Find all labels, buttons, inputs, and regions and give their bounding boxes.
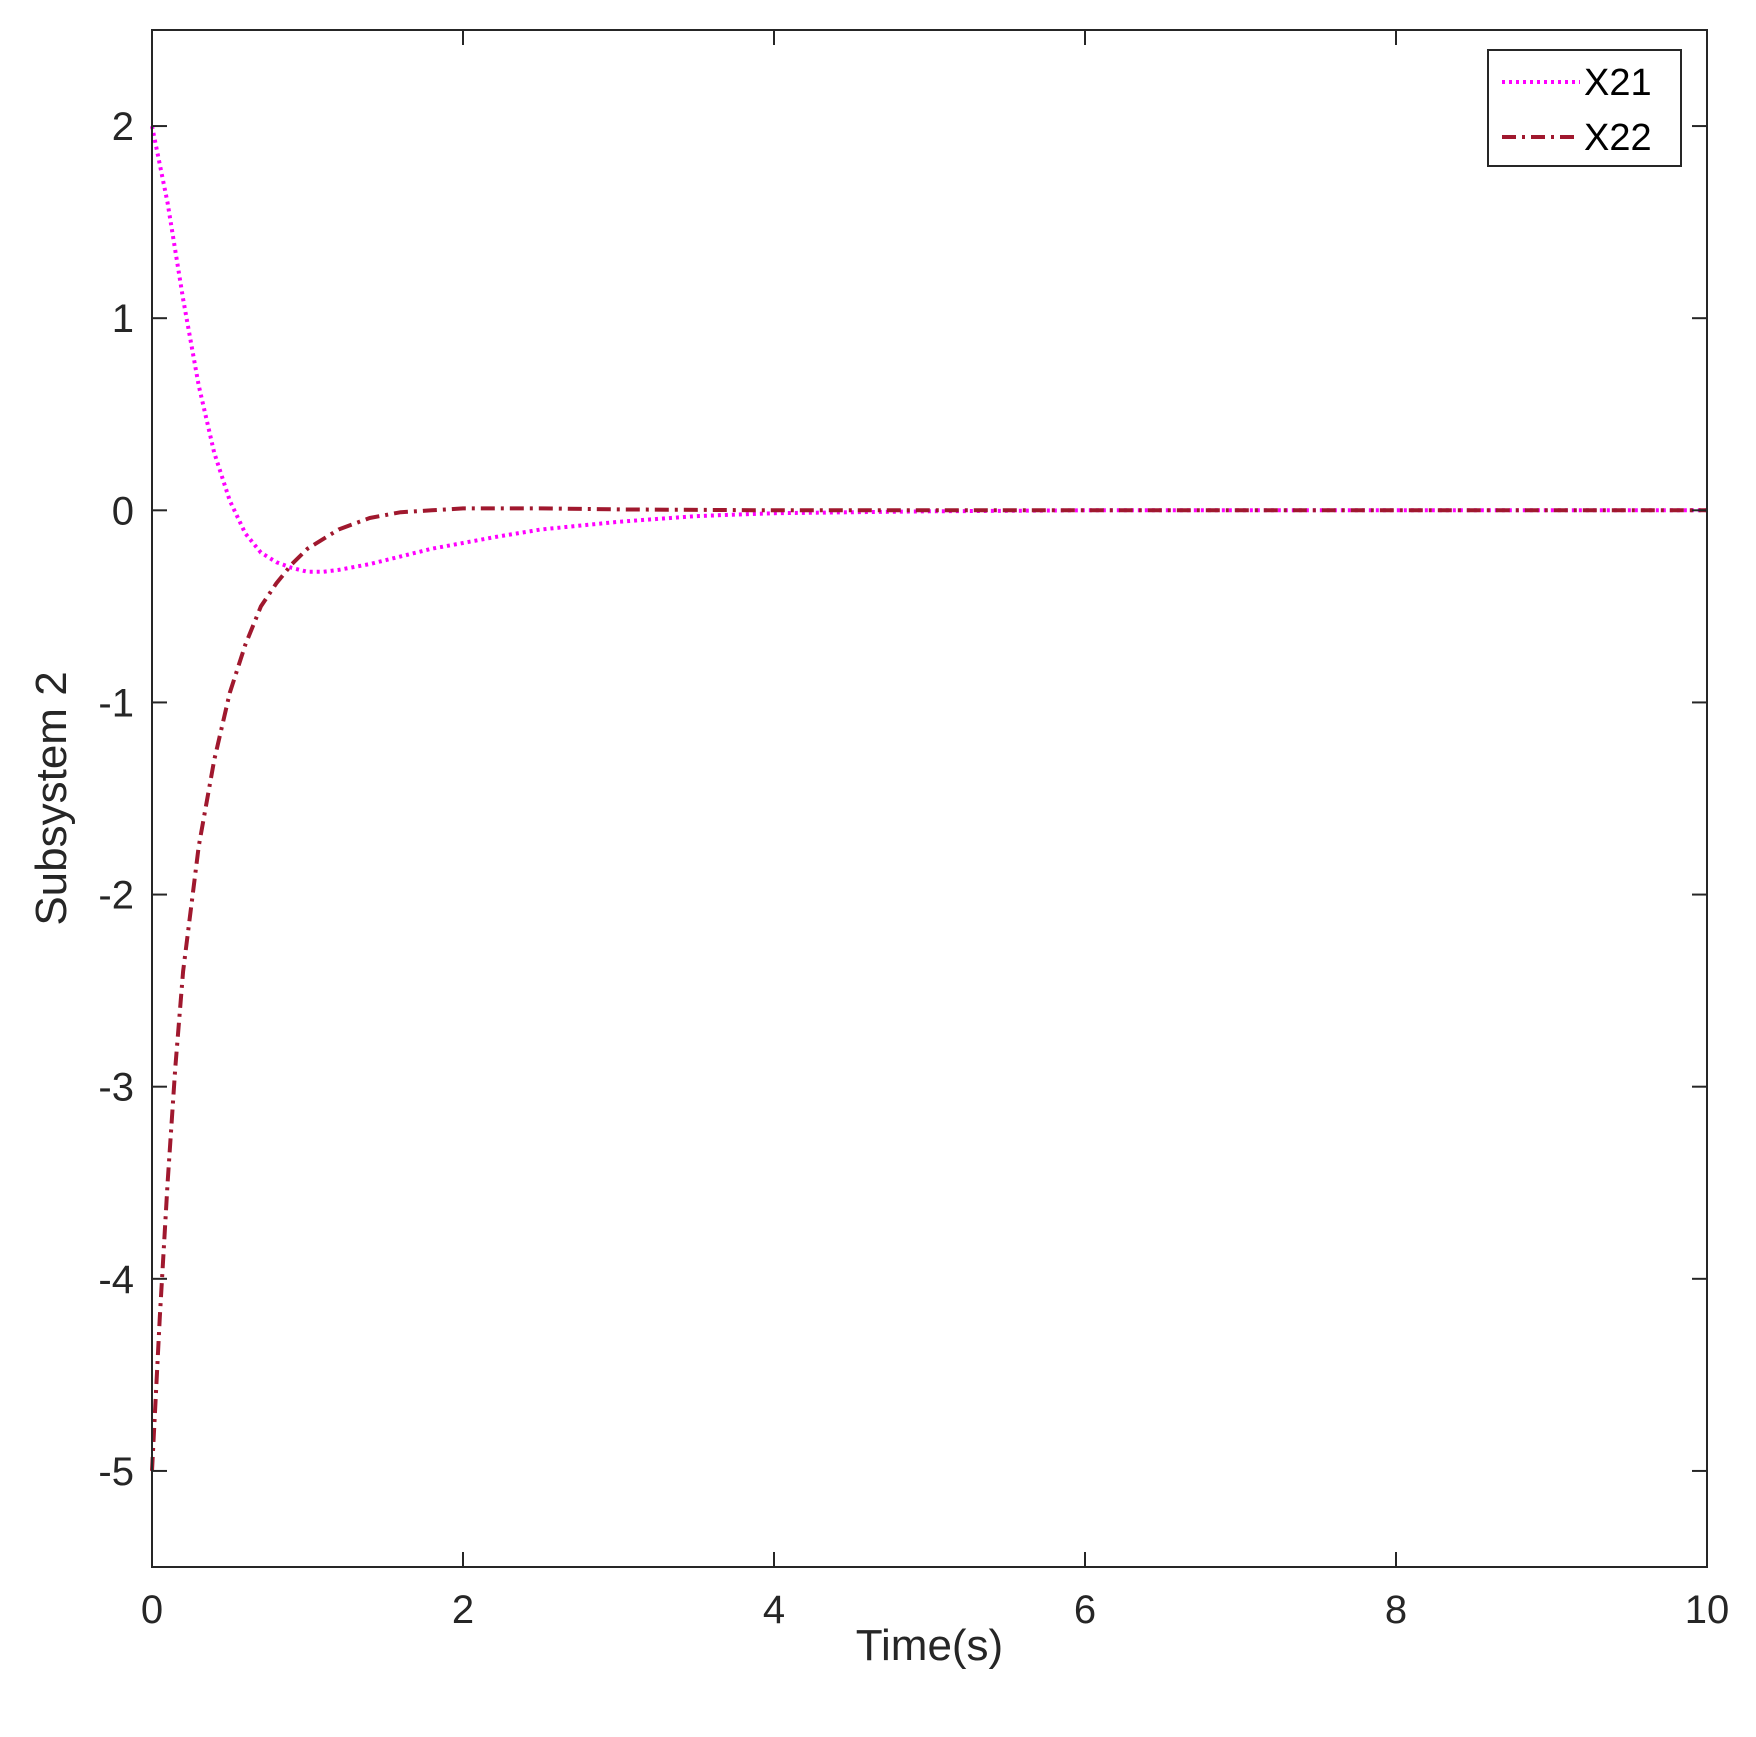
x-tick-label: 4	[763, 1588, 785, 1632]
y-tick-label: -3	[98, 1066, 134, 1110]
series-line-x22	[150, 506, 1707, 1472]
plot-area	[152, 30, 1707, 1567]
series-layer	[150, 125, 1707, 1472]
y-tick-label: -5	[98, 1450, 134, 1494]
x-tick-label: 10	[1685, 1588, 1730, 1632]
y-tick-label: 0	[112, 489, 134, 533]
legend-label-x22: X22	[1584, 117, 1652, 159]
x-tick-label: 2	[452, 1588, 474, 1632]
y-tick-label: 2	[112, 105, 134, 149]
legend-box	[1487, 49, 1682, 167]
plot-frame	[151, 29, 1708, 1568]
x-tick-label: 8	[1385, 1588, 1407, 1632]
x-tick-label: 0	[141, 1588, 163, 1632]
y-tick-label: -2	[98, 874, 134, 918]
y-tick-label: 1	[112, 297, 134, 341]
y-tick-label: -1	[98, 681, 134, 725]
y-tick-label: -4	[98, 1258, 134, 1302]
y-axis-title: Subsystem 2	[27, 671, 76, 925]
legend-label-x21: X21	[1584, 62, 1652, 104]
x-tick-label: 6	[1074, 1588, 1096, 1632]
x-axis-title: Time(s)	[856, 1621, 1003, 1670]
